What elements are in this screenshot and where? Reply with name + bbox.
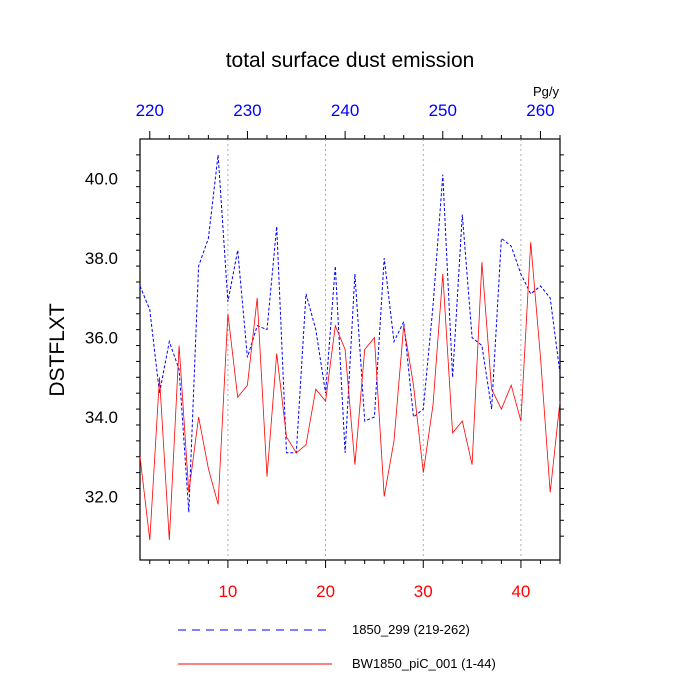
series-line-1850-299 [139, 154, 561, 513]
x-tick-label-top: 260 [526, 101, 554, 120]
y-tick-label: 32.0 [85, 487, 118, 506]
y-tick-label: 38.0 [85, 249, 118, 268]
y-axis-label: DSTFLXT [46, 303, 69, 397]
top-x-axis: 220 230 240 250 260 [136, 101, 561, 139]
x-tick-label-top: 250 [429, 101, 457, 120]
x-tick-label-bottom: 40 [511, 582, 530, 601]
grid-lines [227, 139, 522, 560]
y-axis: 32.0 34.0 36.0 38.0 40.0 [85, 154, 564, 537]
legend-label-1850-299: 1850_299 (219-262) [352, 622, 470, 637]
chart-title: total surface dust emission [226, 49, 475, 72]
legend: 1850_299 (219-262) BW1850_piC_001 (1-44) [178, 622, 496, 671]
y-tick-label: 34.0 [85, 408, 118, 427]
plot-frame [139, 138, 561, 561]
legend-label-bw1850: BW1850_piC_001 (1-44) [352, 656, 496, 671]
x-tick-label-bottom: 20 [316, 582, 335, 601]
x-tick-label-top: 230 [233, 101, 261, 120]
y-tick-label: 36.0 [85, 329, 118, 348]
x-tick-label-bottom: 10 [218, 582, 237, 601]
units-label: Pg/y [533, 84, 560, 99]
series-lines [139, 154, 561, 541]
series-line-bw1850-pic-001 [139, 242, 561, 541]
x-tick-label-top: 220 [136, 101, 164, 120]
y-tick-label: 40.0 [85, 170, 118, 189]
bottom-x-axis: 10 20 30 40 [149, 560, 561, 601]
x-tick-label-bottom: 30 [414, 582, 433, 601]
x-tick-label-top: 240 [331, 101, 359, 120]
